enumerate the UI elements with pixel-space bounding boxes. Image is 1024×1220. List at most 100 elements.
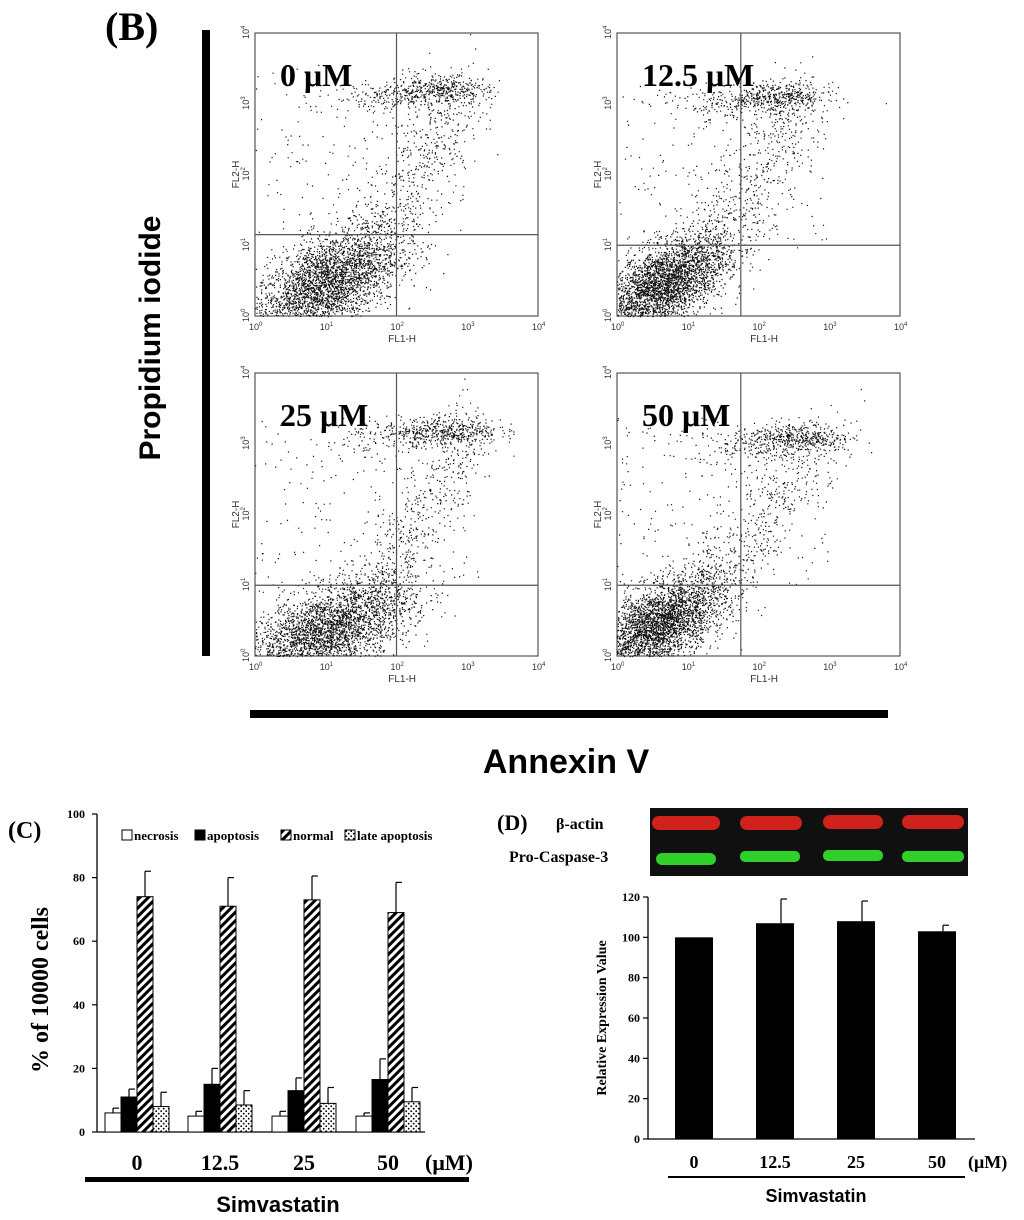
x-tick-label: 103 <box>461 662 475 672</box>
category-label: 12.5 <box>759 1152 791 1172</box>
y-axis-title: Relative Expression Value <box>595 940 610 1095</box>
plot-frame <box>616 372 901 657</box>
y-axis-title: % of 10000 cells <box>28 907 54 1073</box>
x-tick-label: 103 <box>823 662 837 672</box>
fl2-axis-label: FL2-H <box>231 501 242 529</box>
x-tick-label: 100 <box>611 662 625 672</box>
concentration-label: 25 μM <box>280 397 368 433</box>
y-tick-label: 100 <box>622 930 640 944</box>
unit-label: (μM) <box>968 1152 1007 1173</box>
x-tick-label: 102 <box>753 662 767 672</box>
bar-apoptosis <box>287 1090 305 1133</box>
concentration-label: 50 μM <box>642 397 730 433</box>
y-tick-label: 104 <box>603 365 613 379</box>
bar-normal <box>303 899 321 1133</box>
annexin-axis-bar <box>250 710 888 718</box>
band-caspase-lane-4 <box>902 851 964 862</box>
legend-label: apoptosis <box>207 828 259 843</box>
cell-population-chart: 0 20 40 60 80 100 % of 10000 cells 0 12.5 25 50 (μM… <box>28 807 473 1217</box>
expression-bar <box>675 937 713 1139</box>
x-tick-label: 103 <box>461 322 475 332</box>
bar-late-apoptosis <box>235 1104 253 1133</box>
legend-swatch <box>344 829 356 841</box>
x-tick-label: 101 <box>320 662 334 672</box>
y-tick-label: 102 <box>603 166 613 180</box>
band-actin-lane-4 <box>902 815 964 829</box>
event-dots <box>617 388 873 658</box>
flow-cytometry-plots: 0 μM100100101101102102103103104104FL1-HF… <box>231 25 908 685</box>
x-tick-label: 101 <box>682 322 696 332</box>
y-tick-label: 101 <box>241 577 251 591</box>
bar-late-apoptosis <box>152 1106 170 1133</box>
y-tick-label: 0 <box>634 1132 640 1146</box>
category-label: 25 <box>293 1150 315 1175</box>
annexin-axis-title: Annexin V <box>483 743 650 781</box>
unit-label: (μM) <box>425 1150 473 1175</box>
expression-bar <box>756 923 794 1139</box>
band-caspase-lane-2 <box>740 851 800 862</box>
fl1-axis-label: FL1-H <box>388 674 416 685</box>
expression-bar <box>918 931 956 1139</box>
bar-normal <box>387 912 405 1133</box>
category-label: 0 <box>690 1152 699 1172</box>
y-tick-label: 100 <box>67 807 85 821</box>
bar-apoptosis <box>371 1079 389 1133</box>
panel-label-c: (C) <box>8 818 41 844</box>
band-caspase-lane-1 <box>656 853 716 865</box>
western-blot: β-actin Pro-Caspase-3 <box>509 808 968 876</box>
y-tick-label: 102 <box>241 506 251 520</box>
bar-apoptosis <box>120 1096 138 1133</box>
y-tick-label: 104 <box>241 25 251 39</box>
y-tick-label: 20 <box>73 1061 85 1075</box>
event-dots <box>255 378 515 658</box>
bar-apoptosis <box>203 1083 221 1133</box>
bar-necrosis <box>271 1115 289 1133</box>
y-tick-label: 80 <box>73 871 85 885</box>
band-actin-lane-3 <box>823 815 883 829</box>
pi-axis-bar <box>202 30 210 656</box>
category-label: 50 <box>377 1150 399 1175</box>
x-tick-label: 102 <box>753 322 767 332</box>
category-label: 50 <box>928 1152 946 1172</box>
y-tick-label: 60 <box>628 1011 640 1025</box>
y-tick-label: 104 <box>241 365 251 379</box>
bar-late-apoptosis <box>403 1101 421 1133</box>
plot-frame <box>616 32 901 317</box>
x-tick-label: 104 <box>532 322 546 332</box>
x-tick-label: 102 <box>391 662 405 672</box>
y-tick-label: 103 <box>603 436 613 450</box>
band-actin-lane-2 <box>740 816 802 830</box>
y-tick-label: 20 <box>628 1092 640 1106</box>
blot-label-actin: β-actin <box>556 816 604 833</box>
legend-swatch <box>194 829 206 841</box>
fl1-axis-label: FL1-H <box>750 334 778 345</box>
y-tick-label: 102 <box>241 166 251 180</box>
bar-necrosis <box>355 1115 373 1133</box>
bar-late-apoptosis <box>319 1102 337 1133</box>
panel-label-b: (B) <box>105 4 158 49</box>
legend-label: late apoptosis <box>357 828 432 843</box>
expression-bar <box>837 921 875 1139</box>
y-tick-label: 101 <box>603 237 613 251</box>
fl2-axis-label: FL2-H <box>593 161 604 189</box>
y-tick-label: 103 <box>241 436 251 450</box>
band-actin-lane-1 <box>652 816 720 830</box>
bar-necrosis <box>187 1115 205 1133</box>
event-dots <box>617 56 887 318</box>
treatment-bar <box>85 1177 469 1182</box>
y-tick-label: 120 <box>622 890 640 904</box>
x-tick-label: 104 <box>894 322 908 332</box>
category-label: 25 <box>847 1152 865 1172</box>
legend-swatch <box>280 829 292 841</box>
x-tick-label: 101 <box>320 322 334 332</box>
legend-label: normal <box>293 828 334 843</box>
x-tick-label: 102 <box>391 322 405 332</box>
legend-label: necrosis <box>134 828 179 843</box>
x-tick-label: 104 <box>532 662 546 672</box>
expression-chart: 0 20 40 60 80 100 120 Relative Expression Value… <box>595 890 1007 1206</box>
